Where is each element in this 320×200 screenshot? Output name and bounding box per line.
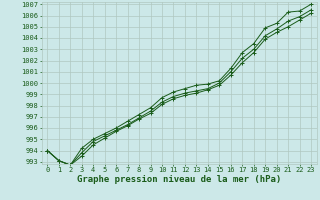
X-axis label: Graphe pression niveau de la mer (hPa): Graphe pression niveau de la mer (hPa) (77, 175, 281, 184)
